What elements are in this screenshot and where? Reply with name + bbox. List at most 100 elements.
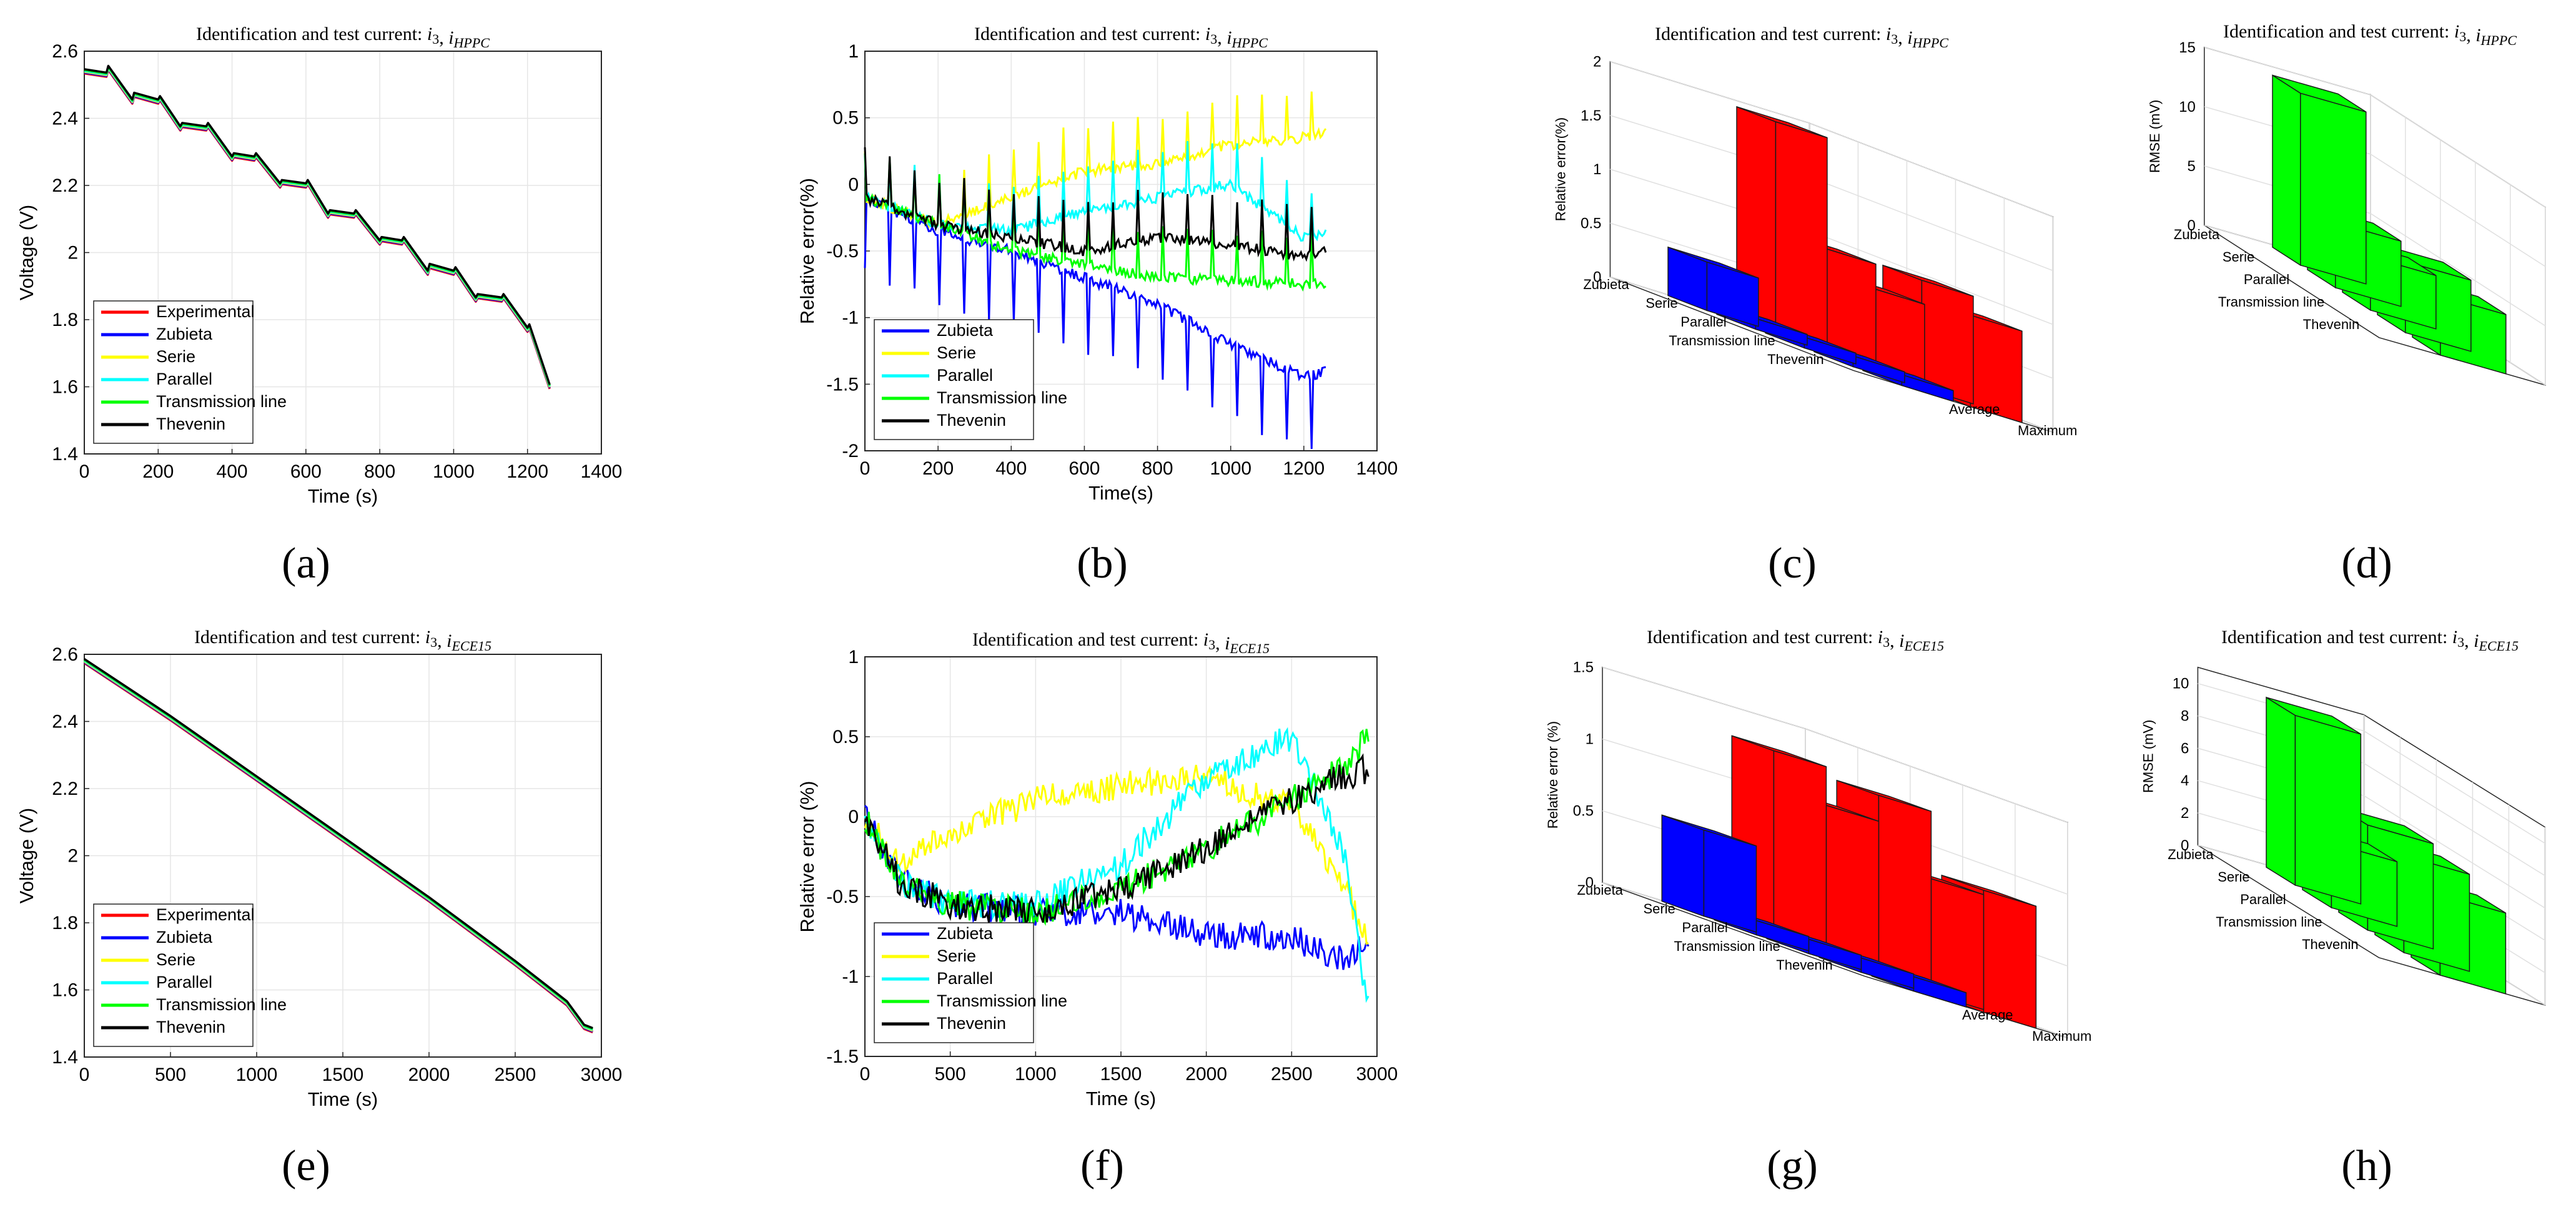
category-label: Zubieta	[1577, 882, 1623, 898]
title-part: i	[1226, 27, 1231, 48]
category-label: Serie	[1643, 901, 1675, 917]
legend-entry: Experimental	[156, 302, 255, 321]
y-tick-label: 1.6	[52, 377, 78, 398]
z-tick-label: 10	[2173, 676, 2189, 692]
title-part: i	[1878, 627, 1883, 647]
y-tick-label: -2	[842, 441, 859, 461]
title-part: HPPC	[2480, 32, 2517, 48]
row-label: Average	[1949, 401, 2000, 417]
title-part: i	[448, 27, 453, 48]
category-label: Zubieta	[2168, 847, 2214, 862]
y-tick-label: 2	[67, 243, 78, 263]
title-part: ,	[439, 27, 448, 48]
z-tick-label: 10	[2179, 99, 2196, 116]
y-tick-label: 2.2	[52, 779, 78, 799]
legend-entry: Serie	[937, 947, 976, 965]
title-part: i	[1205, 24, 1210, 44]
y-tick-label: -1	[842, 967, 859, 987]
category-label: Transmission line	[2218, 294, 2324, 310]
legend-entry: Zubieta	[156, 928, 213, 947]
title-part: i	[2474, 631, 2479, 651]
series-line-thevenin	[84, 64, 551, 385]
caption-c: (c)	[1768, 539, 1817, 588]
chart-title-c: Identification and test current: i3, iHP…	[1655, 24, 1948, 51]
legend-entry: Parallel	[937, 969, 993, 988]
z-tick-label: 0	[1586, 875, 1594, 892]
bar-rmse-front	[2266, 696, 2296, 887]
y-axis-label: Voltage (V)	[16, 808, 37, 903]
x-tick-label: 3000	[1356, 1064, 1398, 1085]
z-tick-label: 0	[2181, 837, 2189, 854]
caption-e: (e)	[282, 1142, 330, 1190]
x-tick-label: 0	[79, 1065, 90, 1085]
legend-entry: Thevenin	[156, 1018, 225, 1036]
title-part: Identification and test current:	[194, 627, 425, 647]
y-tick-label: -0.5	[826, 887, 859, 907]
chart-title-a: Identification and test current: i3, iHP…	[196, 24, 490, 51]
y-tick-label: -1	[842, 308, 859, 328]
z-tick-label: 4	[2181, 772, 2189, 789]
x-tick-label: 1000	[1210, 458, 1251, 479]
title-part: Identification and test current:	[2223, 21, 2454, 42]
title-part: 3	[2457, 634, 2464, 650]
bar-average-side	[1703, 829, 1757, 933]
caption-g: (g)	[1767, 1142, 1818, 1190]
category-label: Transmission line	[1669, 333, 1775, 348]
y-tick-label: 2.6	[52, 644, 78, 665]
y-tick-label: 0.5	[832, 727, 859, 747]
y-tick-label: 1.4	[52, 444, 78, 465]
title-part: i	[427, 24, 432, 44]
y-axis-label: Relative error(%)	[796, 178, 818, 324]
z-axis-label: Relative error(%)	[1552, 117, 1568, 221]
plot-frame	[864, 656, 1378, 1057]
y-tick-label: 1.4	[52, 1047, 78, 1068]
x-tick-label: 800	[364, 461, 395, 482]
chart-g: 0 0.5 1 1.5 Zubieta Serie Parallel Transmission…	[1545, 627, 2091, 1044]
y-axis-label: Voltage (V)	[16, 205, 37, 300]
z-axis-label: Relative error (%)	[1545, 721, 1561, 829]
y-tick-label: 1.8	[52, 913, 78, 933]
category-label: Parallel	[1680, 314, 1726, 330]
x-tick-label: 2000	[1185, 1064, 1227, 1085]
title-part: i	[2475, 25, 2480, 46]
bar-rmse-side	[2294, 714, 2362, 905]
z-gridline	[2370, 154, 2546, 267]
x-tick-label: 1000	[236, 1065, 278, 1085]
title-part: i	[447, 631, 452, 651]
title-part: 3	[2459, 29, 2466, 44]
x-tick-label: 1500	[1100, 1064, 1142, 1085]
legend: Zubieta Serie Parallel Transmission line The…	[874, 922, 1067, 1043]
category-label: Parallel	[1682, 920, 1727, 935]
series-line-thevenin	[864, 147, 1327, 262]
title-part: Identification and test current:	[1647, 627, 1878, 647]
legend-entry: Serie	[156, 347, 195, 366]
title-part: i	[1899, 631, 1904, 651]
y-tick-label: -1.5	[826, 374, 859, 395]
legend-entry: Experimental	[156, 905, 255, 924]
x-tick-label: 1000	[1015, 1064, 1057, 1085]
chart-b: 0 200 400 600 800 1000 1200 1400 -2 -1.5 -1 -0.5 0 0.…	[796, 24, 1398, 504]
caption-d: (d)	[2341, 539, 2392, 588]
bar-average-top	[1661, 814, 1757, 847]
x-tick-label: 0	[860, 458, 871, 479]
row-label: Maximum	[2018, 423, 2077, 438]
category-label: Thevenin	[2303, 317, 2360, 332]
title-part: i	[425, 627, 430, 647]
title-part: ,	[1215, 633, 1225, 654]
x-tick-label: 1400	[581, 461, 623, 482]
z-tick-label: 0	[2187, 217, 2195, 234]
y-tick-label: 1	[848, 647, 859, 667]
title-part: ECE15	[2478, 638, 2519, 654]
z-gridline	[1809, 122, 2053, 217]
x-tick-label: 1000	[433, 461, 475, 482]
bar-maximum-side	[1773, 750, 1827, 954]
x-tick-label: 1200	[1283, 458, 1325, 479]
y-tick-label: 2	[67, 846, 78, 867]
z-gridline	[2364, 795, 2545, 908]
legend: Experimental Zubieta Serie Parallel Transmis…	[93, 300, 287, 444]
title-part: 3	[1208, 637, 1215, 652]
chart-a: 0 200 400 600 800 1000 1200 1400 1.4 1.6 1.8 2 2.2 2.…	[16, 24, 622, 507]
title-part: HPPC	[1231, 35, 1268, 51]
title-part: Identification and test current:	[974, 24, 1205, 44]
y-tick-label: -0.5	[826, 241, 859, 262]
